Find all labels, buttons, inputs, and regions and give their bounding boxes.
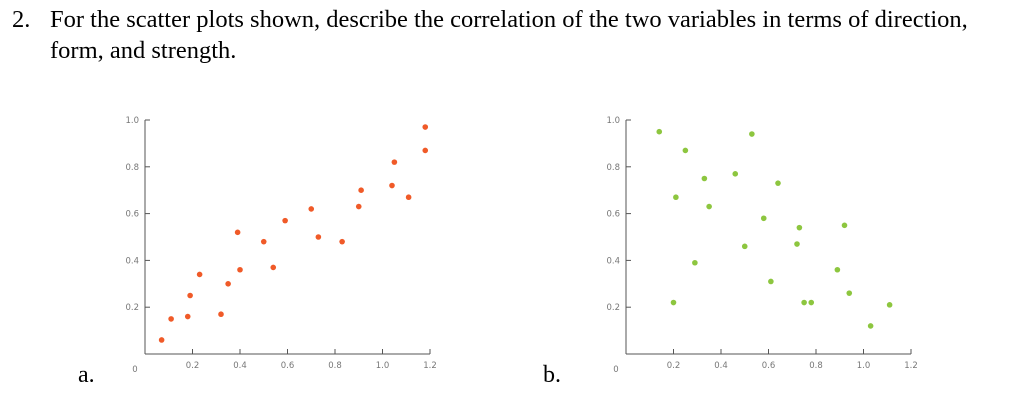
scatter-point	[673, 194, 679, 201]
scatter-point	[808, 299, 815, 306]
y-tick-label: 1.0	[606, 116, 620, 126]
y-tick-label: 1.0	[125, 116, 139, 126]
x-tick-label: 0	[132, 365, 137, 375]
x-tick-label: 1.2	[904, 361, 918, 371]
scatter-point	[218, 311, 224, 318]
y-tick-label: 0.2	[125, 303, 139, 313]
x-tick-label: 0.4	[714, 361, 728, 371]
scatter-point	[834, 266, 841, 273]
scatter-point	[187, 292, 193, 299]
scatter-point	[339, 238, 345, 245]
x-tick-label: 0.8	[809, 361, 823, 371]
x-tick-label: 0.6	[281, 361, 295, 371]
plot-label-b: b.	[543, 362, 561, 388]
scatter-point	[768, 278, 774, 285]
question-line-2: form, and strength.	[50, 37, 237, 64]
x-tick-label: 1.0	[857, 361, 871, 371]
scatter-point	[760, 215, 767, 222]
scatter-point	[794, 241, 800, 247]
scatter-point	[391, 159, 398, 165]
scatter-point	[168, 316, 174, 322]
scatter-point	[196, 271, 203, 278]
scatter-point	[841, 222, 848, 229]
y-tick-label: 0.6	[606, 210, 620, 220]
scatter-point	[670, 299, 677, 306]
scatter-point	[741, 243, 748, 250]
scatter-point	[422, 147, 429, 154]
scatter-point	[158, 337, 165, 343]
plot-label-a: a.	[78, 362, 95, 388]
x-tick-label: 0.4	[233, 361, 247, 371]
scatter-point	[358, 187, 364, 193]
x-tick-label: 1.0	[376, 361, 390, 371]
scatter-point	[355, 203, 362, 210]
scatter-point	[701, 175, 708, 182]
question-text: 2. For the scatter plots shown, describe …	[12, 4, 1017, 66]
scatter-point	[315, 234, 322, 240]
y-tick-label: 0.8	[125, 163, 139, 173]
scatter-point	[237, 266, 243, 273]
scatter-point	[796, 224, 803, 231]
x-tick-label: 0.6	[762, 361, 776, 371]
x-tick-label: 0.2	[186, 361, 200, 371]
scatter-point	[282, 217, 288, 224]
scatter-plot-b: 0.2 0.4 0.6 0.8 1.0 0 0.2 0.4 0.6 0.8 1.0 1.2	[606, 116, 918, 375]
scatter-point	[225, 281, 231, 287]
scatter-point	[801, 299, 807, 306]
scatter-plot-a: 0.2 0.4 0.6 0.8 1.0 0 0.2 0.4 0.6 0.8 1.0 1.2	[125, 116, 437, 375]
scatter-point	[682, 147, 689, 154]
scatter-point	[706, 203, 712, 210]
x-tick-label: 0	[613, 365, 618, 375]
y-tick-label: 0.4	[606, 256, 620, 266]
question-line-1: For the scatter plots shown, describe th…	[50, 6, 968, 33]
y-tick-label: 0.4	[125, 256, 139, 266]
question-number: 2.	[12, 6, 31, 33]
scatter-point	[886, 302, 893, 308]
scatter-point	[422, 124, 429, 130]
scatter-point	[234, 229, 241, 236]
scatter-point	[405, 194, 412, 201]
x-tick-label: 1.2	[423, 361, 437, 371]
scatter-point	[184, 313, 191, 320]
scatter-point	[867, 323, 874, 329]
x-tick-label: 0.2	[667, 361, 681, 371]
scatter-point	[775, 180, 781, 186]
y-tick-label: 0.6	[125, 210, 139, 220]
y-tick-label: 0.2	[606, 303, 620, 313]
scatter-point	[846, 290, 853, 296]
x-tick-label: 0.8	[328, 361, 342, 371]
scatter-point	[692, 259, 698, 266]
scatter-point	[260, 238, 267, 245]
y-tick-label: 0.8	[606, 163, 620, 173]
scatter-point	[389, 182, 395, 189]
scatter-point	[656, 128, 663, 135]
scatter-point	[270, 264, 277, 271]
scatter-point	[732, 171, 739, 177]
scatter-point	[749, 131, 755, 137]
scatter-point	[308, 206, 315, 212]
